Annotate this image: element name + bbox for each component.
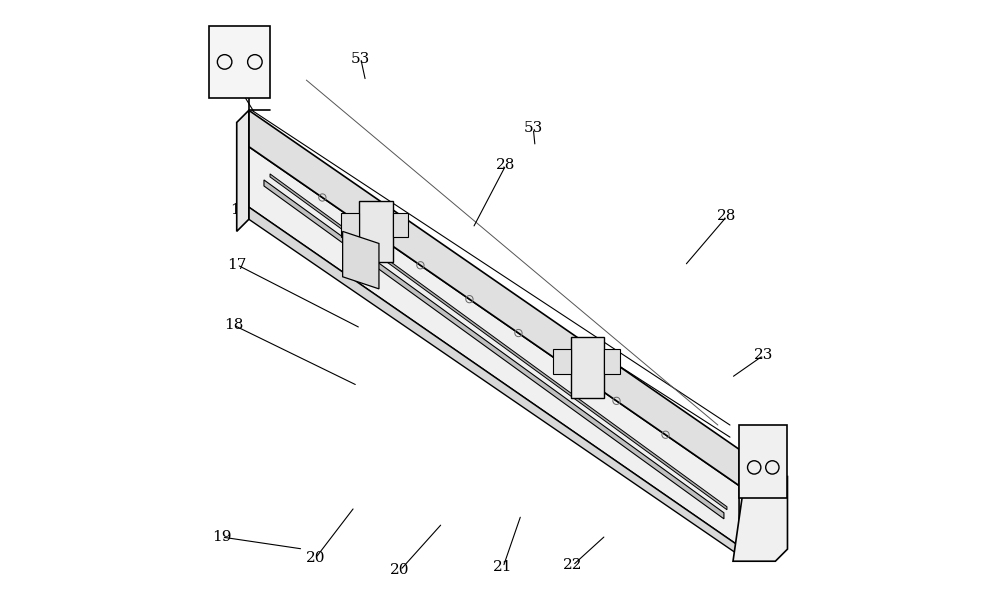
Text: 17: 17 bbox=[227, 258, 246, 272]
Polygon shape bbox=[359, 201, 393, 261]
Text: 28: 28 bbox=[496, 158, 516, 172]
Text: 53: 53 bbox=[351, 52, 370, 66]
Text: 23: 23 bbox=[754, 348, 773, 362]
Text: 28: 28 bbox=[717, 209, 737, 223]
Text: 53: 53 bbox=[524, 122, 543, 136]
Polygon shape bbox=[604, 350, 620, 373]
Text: 21: 21 bbox=[493, 560, 513, 575]
Polygon shape bbox=[739, 425, 787, 498]
Polygon shape bbox=[237, 110, 249, 232]
Text: 4: 4 bbox=[226, 67, 236, 81]
Polygon shape bbox=[393, 213, 408, 238]
Polygon shape bbox=[249, 207, 739, 555]
Polygon shape bbox=[249, 110, 739, 486]
Text: 20: 20 bbox=[306, 551, 325, 565]
Polygon shape bbox=[209, 26, 270, 98]
Polygon shape bbox=[343, 232, 379, 289]
Text: 20: 20 bbox=[390, 563, 410, 578]
Polygon shape bbox=[270, 174, 727, 510]
Polygon shape bbox=[571, 337, 604, 398]
Text: 16: 16 bbox=[230, 203, 250, 217]
Polygon shape bbox=[553, 350, 571, 373]
Text: 22: 22 bbox=[563, 559, 582, 573]
Polygon shape bbox=[264, 180, 724, 519]
Polygon shape bbox=[341, 213, 359, 238]
Text: 19: 19 bbox=[212, 530, 231, 544]
Polygon shape bbox=[249, 147, 739, 546]
Text: 18: 18 bbox=[224, 318, 243, 332]
Polygon shape bbox=[733, 477, 787, 561]
